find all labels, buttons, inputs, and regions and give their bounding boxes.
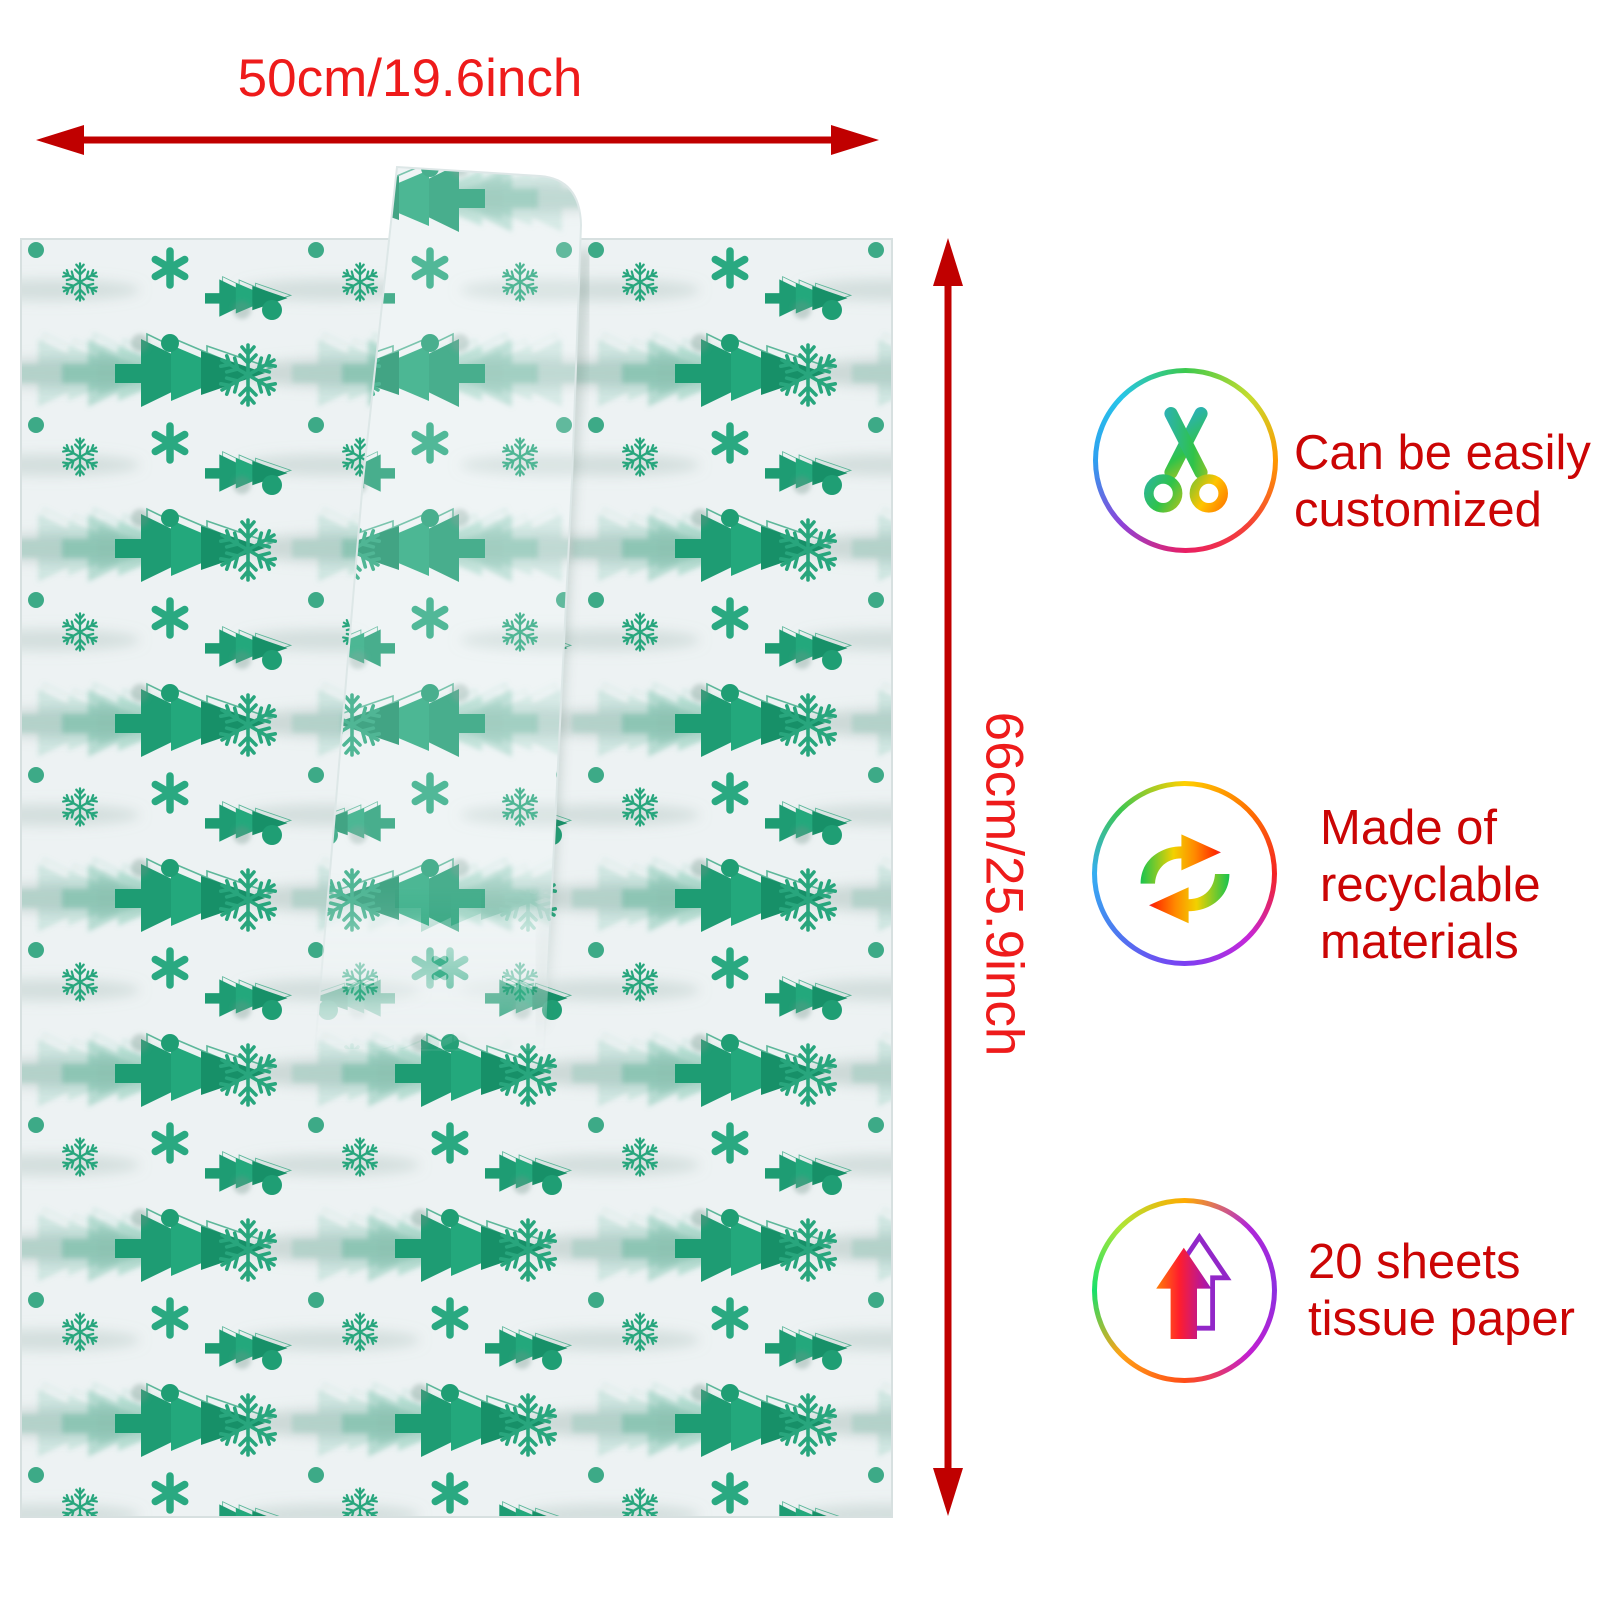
feature-recyclable-text: Made of recyclable materials bbox=[1320, 800, 1541, 971]
rainbow-circle-sheets bbox=[1092, 1198, 1277, 1383]
height-dimension-label: 66cm/25.9inch bbox=[974, 711, 1034, 1057]
tissue-paper bbox=[20, 166, 893, 1518]
feature-line: materials bbox=[1320, 915, 1519, 969]
rainbow-circle-scissors bbox=[1093, 368, 1278, 553]
recycle-arrows-icon bbox=[1140, 833, 1229, 923]
feature-line: recyclable bbox=[1320, 858, 1541, 912]
feature-line: tissue paper bbox=[1308, 1292, 1575, 1346]
feature-line: 20 sheets bbox=[1308, 1235, 1521, 1289]
scissors-icon bbox=[1143, 406, 1228, 513]
feature-line: Made of bbox=[1320, 801, 1498, 855]
width-dimension-label: 50cm/19.6inch bbox=[237, 49, 583, 108]
feature-sheet-count-text: 20 sheets tissue paper bbox=[1308, 1234, 1575, 1348]
feature-customized-text: Can be easily customized bbox=[1294, 425, 1591, 539]
width-arrow bbox=[36, 125, 879, 155]
rainbow-circle-recycle bbox=[1092, 781, 1277, 966]
feature-line: customized bbox=[1294, 483, 1542, 537]
arrow-up-icon bbox=[1155, 1232, 1232, 1339]
feature-line: Can be easily bbox=[1294, 426, 1591, 480]
height-arrow bbox=[933, 238, 963, 1516]
